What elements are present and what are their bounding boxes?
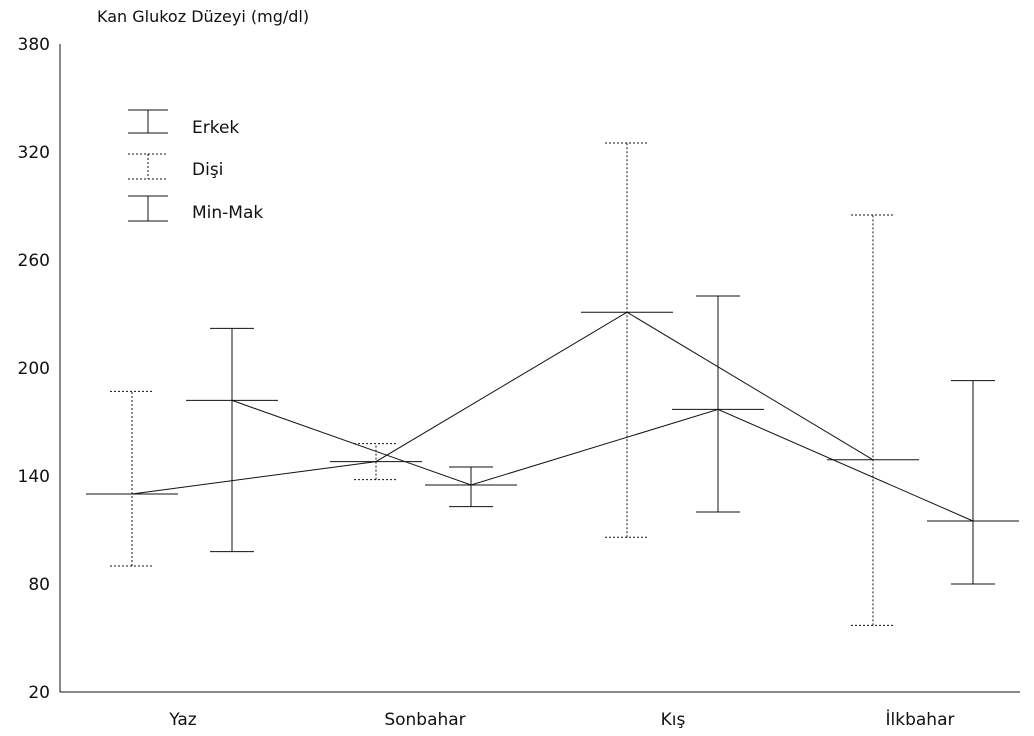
legend-label-disi: Dişi xyxy=(192,160,223,180)
y-tick-label: 20 xyxy=(28,683,50,703)
y-tick-label: 380 xyxy=(18,35,50,55)
legend-label-erkek: Erkek xyxy=(192,118,239,138)
y-tick-label: 80 xyxy=(28,575,50,595)
y-tick-label: 320 xyxy=(18,143,50,163)
y-tick-label: 200 xyxy=(18,359,50,379)
y-tick-label: 260 xyxy=(18,251,50,271)
x-category-label: Sonbahar xyxy=(384,710,465,730)
series-line-erkek xyxy=(231,399,974,522)
y-tick-label: 140 xyxy=(18,467,50,487)
legend: Erkek Dişi Min-Mak xyxy=(128,109,263,223)
x-category-label: Kış xyxy=(661,710,686,730)
legend-swatch-disi xyxy=(128,153,168,180)
legend-label-min-mak: Min-Mak xyxy=(192,203,263,223)
plot-marks xyxy=(86,142,1019,626)
x-category-label: İlkbahar xyxy=(886,709,955,730)
series-line-disi xyxy=(131,311,874,495)
legend-swatch-min-mak xyxy=(128,195,168,222)
y-axis-title: Kan Glukoz Düzeyi (mg/dl) xyxy=(97,7,309,26)
legend-swatch-erkek xyxy=(128,109,168,134)
x-category-label: Yaz xyxy=(168,710,196,730)
